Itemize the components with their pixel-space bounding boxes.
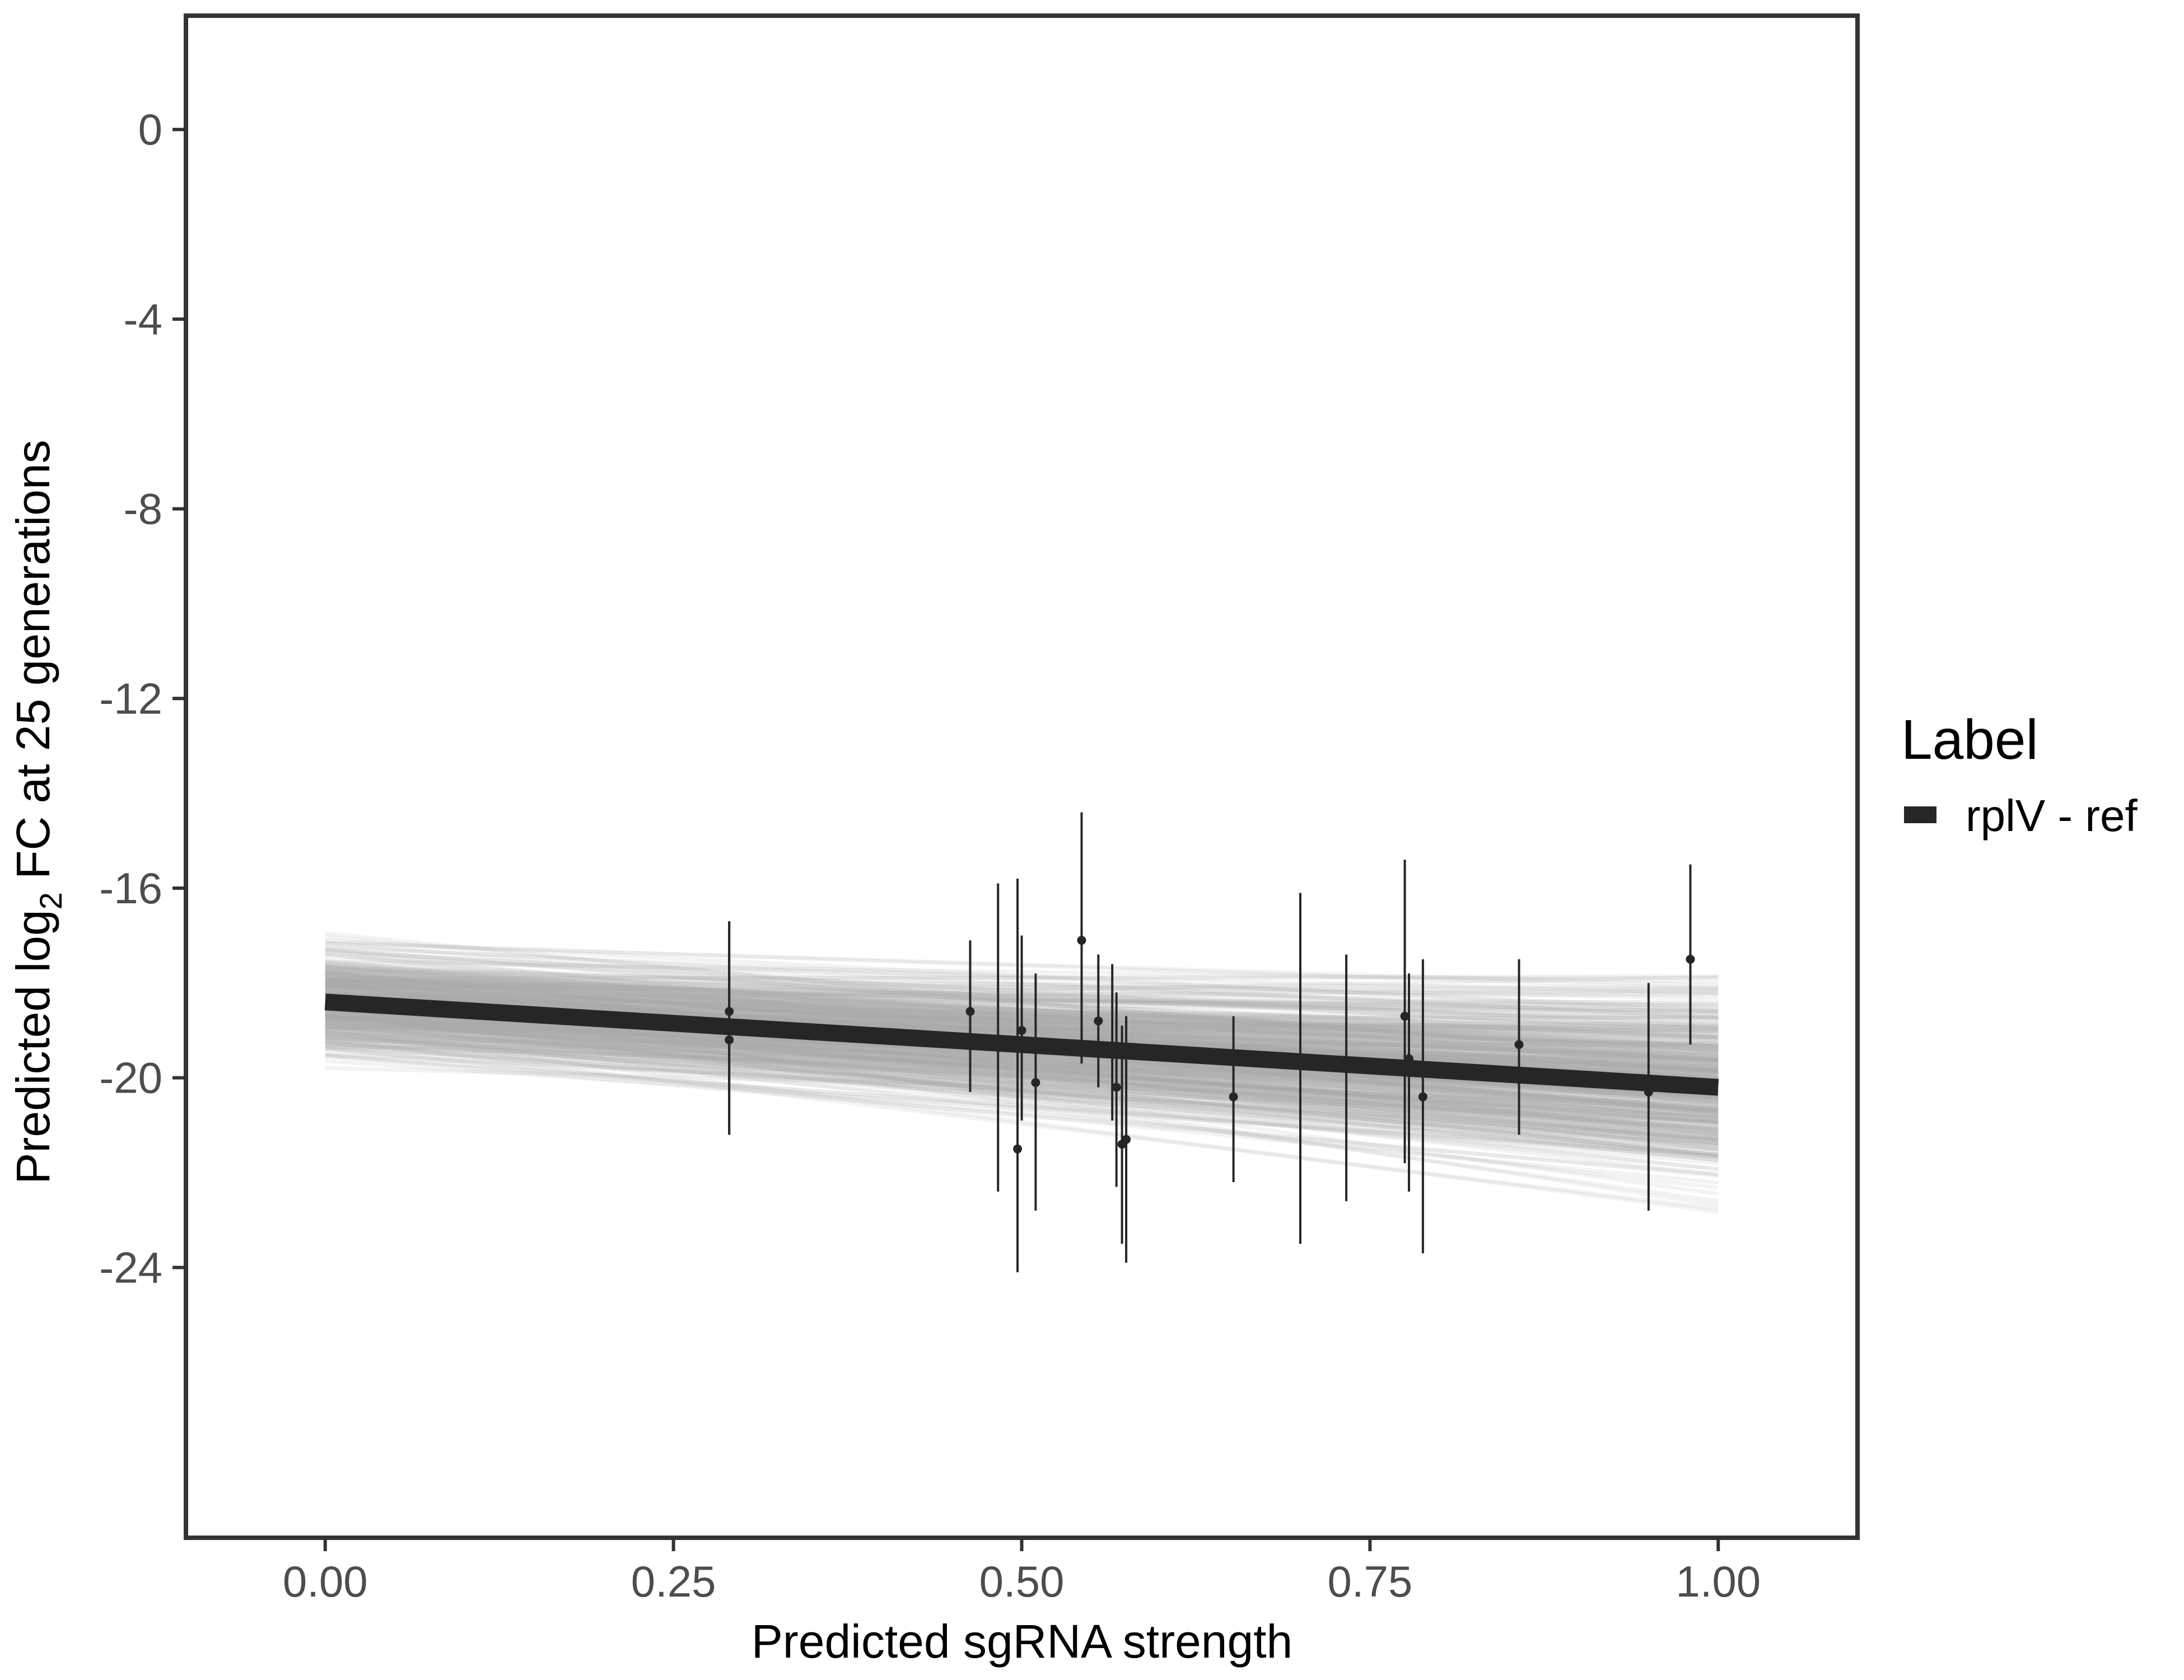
point-marker: [1342, 1063, 1351, 1073]
x-tick-label: 1.00: [1676, 1557, 1761, 1606]
data-point: [965, 940, 975, 1093]
point-marker: [1094, 1016, 1103, 1026]
y-axis-title-pre: Predicted log: [7, 909, 59, 1184]
data-point: [1296, 893, 1305, 1244]
y-tick-label: -4: [124, 295, 162, 344]
data-point: [1122, 1016, 1131, 1263]
point-marker: [1077, 936, 1086, 945]
data-point: [1013, 879, 1023, 1272]
point-marker: [1031, 1078, 1040, 1088]
data-point: [725, 921, 734, 1135]
point-marker: [1644, 1088, 1653, 1097]
point-marker: [1514, 1040, 1524, 1049]
legend-label-rplv-ref: rplV - ref: [1966, 791, 2138, 841]
point-marker: [1108, 1049, 1117, 1059]
data-points: [725, 812, 1695, 1272]
data-point: [1094, 954, 1103, 1088]
x-tick-label: 0.00: [283, 1557, 368, 1606]
data-point: [1404, 973, 1414, 1192]
point-marker: [993, 1040, 1003, 1049]
point-marker: [1296, 1054, 1305, 1063]
x-tick-label: 0.50: [979, 1557, 1065, 1606]
y-tick-label: -16: [99, 864, 162, 913]
y-tick-label: 0: [138, 105, 162, 154]
x-tick-label: 0.75: [1327, 1557, 1412, 1606]
y-axis-title: Predicted log2 FC at 25 generations: [7, 440, 68, 1184]
legend: Label rplV - ref: [1901, 708, 2138, 841]
data-point: [1686, 864, 1695, 1045]
posterior-sample-line: [325, 1037, 1719, 1211]
y-axis-title-post: FC at 25 generations: [7, 440, 59, 892]
point-marker: [1122, 1135, 1131, 1144]
data-point: [1112, 992, 1121, 1187]
y-tick-label: -8: [124, 484, 162, 534]
data-point: [1418, 959, 1427, 1253]
data-point: [1644, 983, 1653, 1211]
data-point: [1229, 1016, 1238, 1182]
point-marker: [725, 1035, 734, 1044]
posterior-sample-line: [325, 1029, 1719, 1214]
x-tick-label: 0.25: [631, 1557, 716, 1606]
data-point: [1108, 964, 1117, 1121]
point-marker: [1418, 1092, 1427, 1102]
legend-key-rplv-ref: [1904, 806, 1936, 823]
data-point: [1514, 959, 1524, 1135]
y-tick-label: -12: [99, 674, 162, 723]
data-point: [1342, 954, 1351, 1201]
y-axis-title-sub: 2: [33, 892, 68, 909]
point-marker: [1112, 1082, 1121, 1092]
y-axis: 0 -4 -8 -12 -16 -20 -24: [99, 105, 186, 1292]
data-point: [1400, 860, 1410, 1164]
x-axis: 0.00 0.25 0.50 0.75 1.00: [283, 1538, 1761, 1606]
legend-title: Label: [1901, 708, 2038, 771]
point-marker: [1400, 1011, 1410, 1021]
y-tick-label: -24: [99, 1243, 162, 1292]
data-point: [1077, 812, 1086, 1064]
data-point: [1031, 973, 1040, 1211]
point-marker: [1686, 954, 1695, 964]
x-axis-title: Predicted sgRNA strength: [752, 1615, 1293, 1668]
point-marker: [965, 1007, 975, 1016]
point-marker: [1013, 1144, 1023, 1154]
data-point: [1017, 935, 1026, 1121]
y-tick-label: -20: [99, 1053, 162, 1103]
point-marker: [1229, 1092, 1238, 1102]
point-marker: [1017, 1026, 1026, 1035]
data-point: [993, 883, 1003, 1192]
point-marker: [1404, 1054, 1414, 1063]
